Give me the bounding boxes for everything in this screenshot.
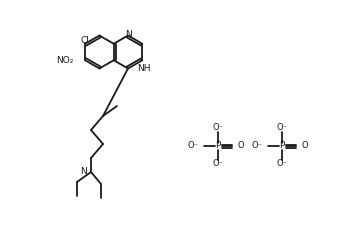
Text: O: O <box>237 142 244 150</box>
Text: O⁻: O⁻ <box>277 124 287 132</box>
Text: O⁻: O⁻ <box>212 124 224 132</box>
Text: NO₂: NO₂ <box>56 56 73 65</box>
Text: O: O <box>301 142 307 150</box>
Text: N: N <box>125 30 131 39</box>
Text: P: P <box>215 142 221 150</box>
Text: N: N <box>80 168 87 176</box>
Text: P: P <box>279 142 285 150</box>
Text: O⁻: O⁻ <box>252 142 263 150</box>
Text: NH: NH <box>137 64 151 73</box>
Text: O⁻: O⁻ <box>188 142 199 150</box>
Text: O⁻: O⁻ <box>277 160 287 168</box>
Text: Cl: Cl <box>81 36 90 45</box>
Text: O⁻: O⁻ <box>212 160 224 168</box>
